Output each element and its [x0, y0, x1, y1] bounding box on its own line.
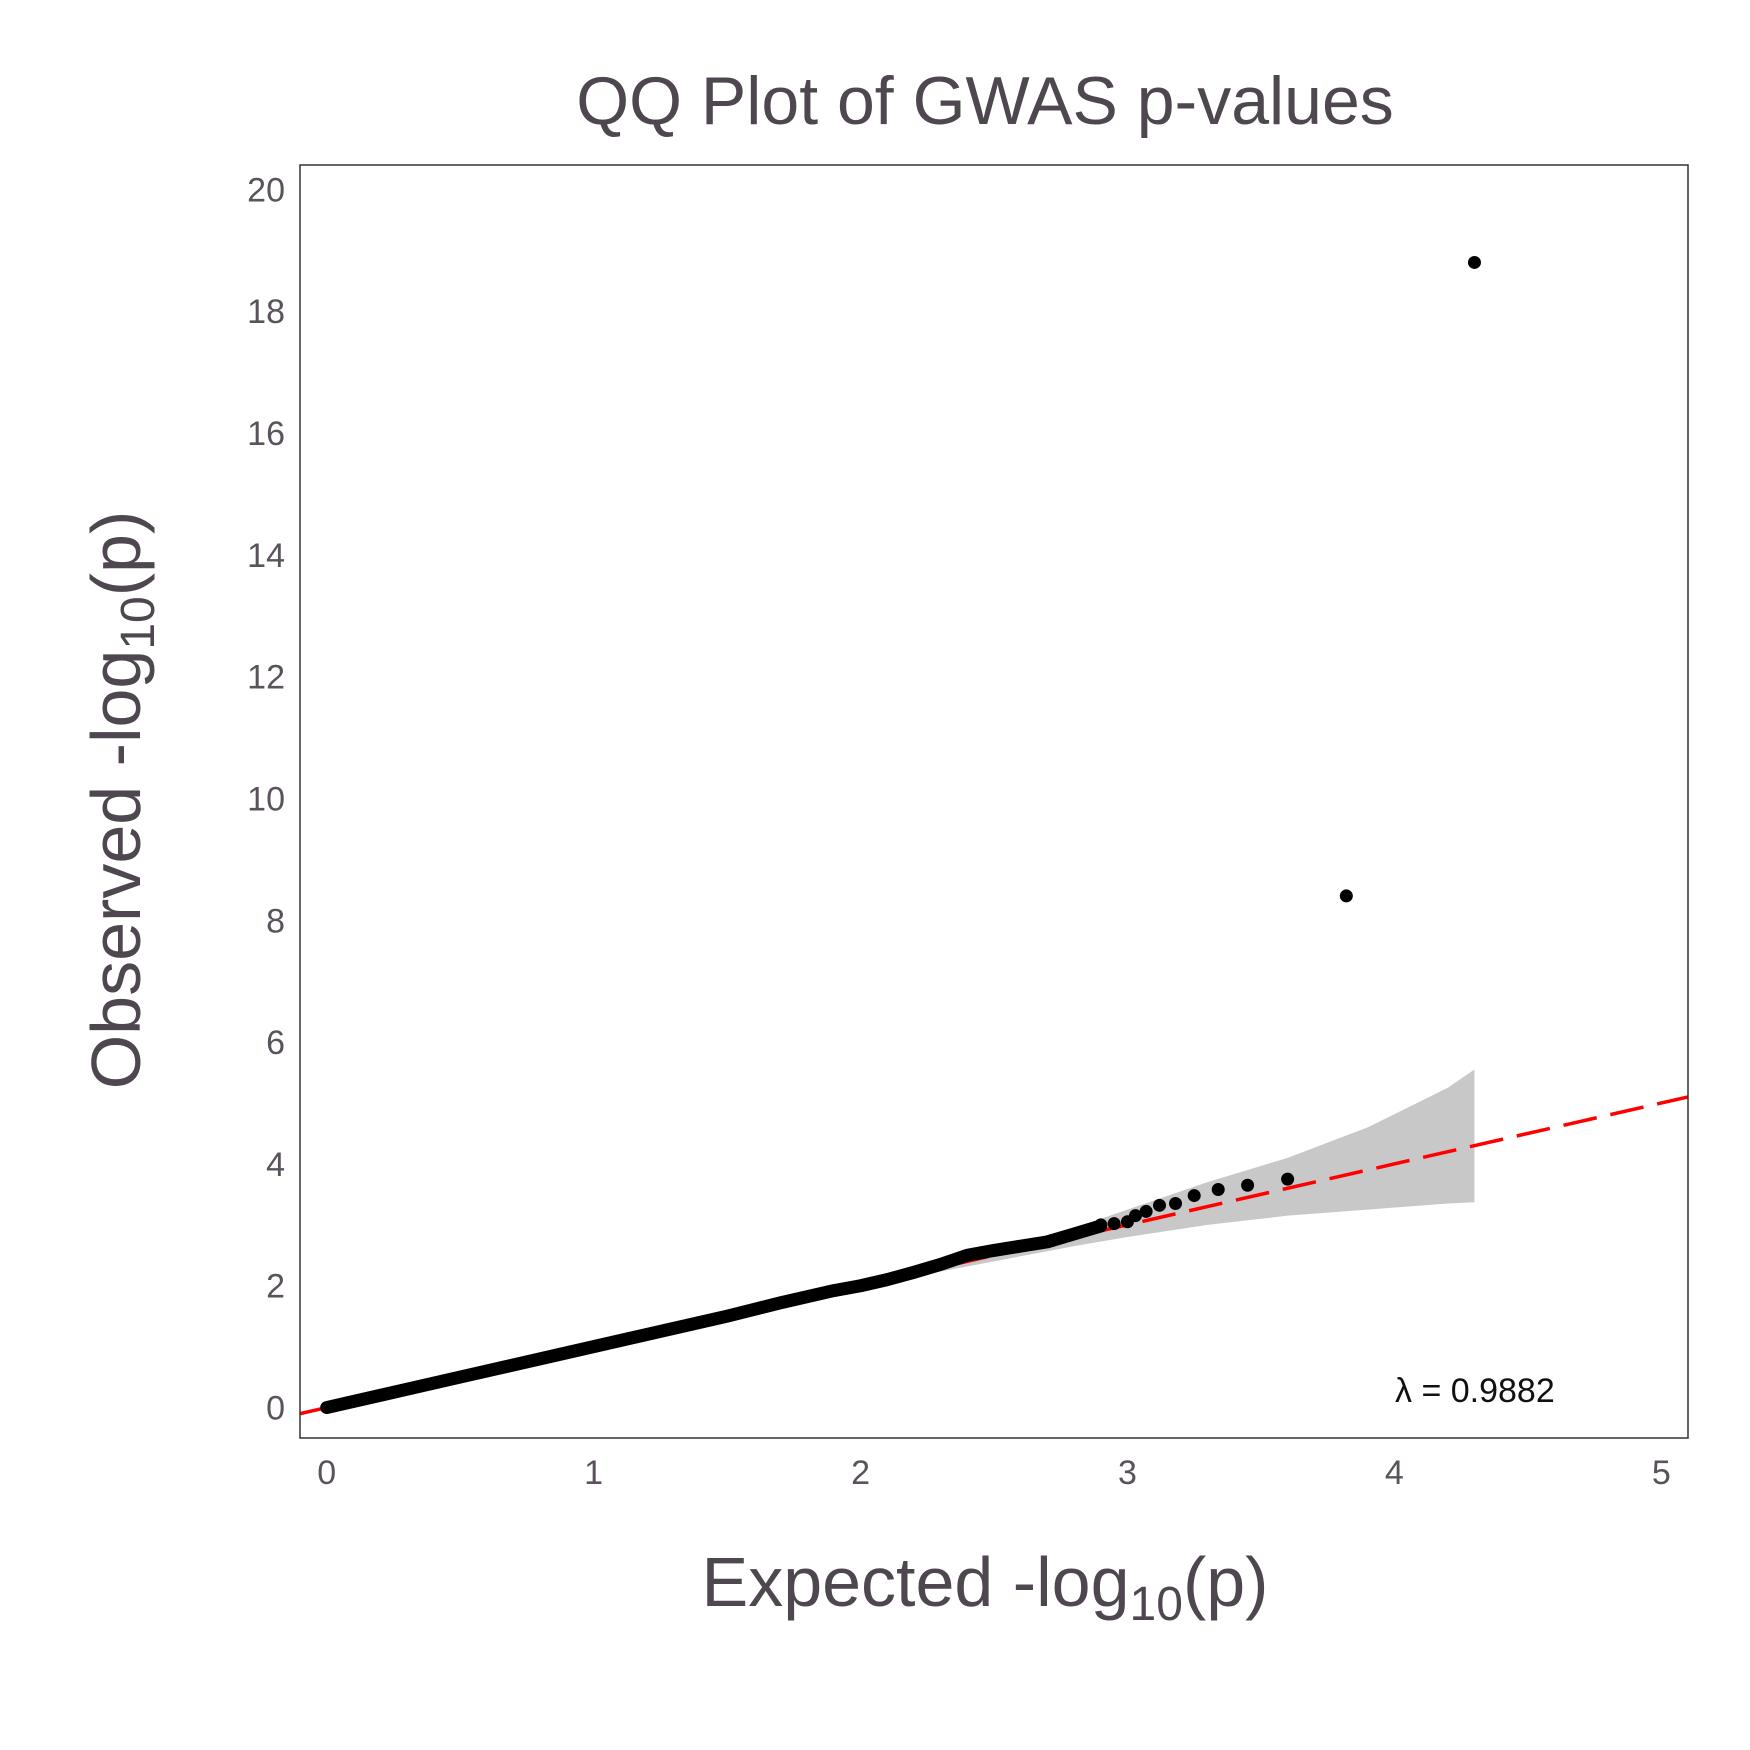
data-point — [1094, 1218, 1108, 1232]
x-axis-title-main: Expected -log — [702, 1543, 1130, 1621]
x-tick-label: 4 — [1385, 1454, 1404, 1492]
y-tick-label: 12 — [247, 659, 285, 697]
data-point — [1128, 1209, 1142, 1223]
data-point — [1241, 1178, 1255, 1192]
x-tick-label: 0 — [317, 1454, 336, 1492]
x-axis-title-suffix: (p) — [1183, 1543, 1269, 1621]
y-tick-label: 8 — [266, 902, 285, 940]
data-point — [1169, 1197, 1183, 1210]
y-tick-label: 18 — [247, 293, 285, 331]
x-tick-label: 3 — [1118, 1454, 1137, 1492]
y-tick-label: 10 — [247, 780, 285, 818]
chart-title: QQ Plot of GWAS p-values — [576, 63, 1394, 139]
y-axis-ticks: 0 2 4 6 8 10 12 14 16 18 20 — [247, 171, 285, 1427]
y-axis-title-main: Observed -log — [77, 650, 155, 1090]
x-tick-label: 1 — [584, 1454, 603, 1492]
data-point — [1339, 889, 1353, 903]
data-point — [1187, 1189, 1201, 1203]
y-tick-label: 16 — [247, 415, 285, 453]
y-axis-title-suffix: (p) — [77, 511, 155, 597]
y-tick-label: 14 — [247, 537, 285, 575]
data-point — [1281, 1172, 1295, 1186]
y-tick-label: 6 — [266, 1024, 285, 1062]
data-point — [1107, 1217, 1121, 1231]
x-tick-label: 2 — [851, 1454, 870, 1492]
x-axis-ticks: 0 1 2 3 4 5 — [317, 1454, 1671, 1492]
data-point — [1211, 1182, 1225, 1196]
plot-area — [300, 255, 1688, 1416]
data-point — [1467, 255, 1481, 269]
dense-points-trace — [320, 1219, 1108, 1415]
y-axis-title-subscript: 10 — [112, 596, 165, 649]
x-axis-title: Expected -log10(p) — [702, 1543, 1269, 1631]
data-point — [1152, 1198, 1166, 1212]
plot-border — [299, 164, 1689, 1439]
data-point — [1139, 1204, 1153, 1218]
y-tick-label: 2 — [266, 1268, 285, 1306]
y-axis-title: Observed -log10(p) — [77, 511, 165, 1090]
y-tick-label: 0 — [266, 1390, 285, 1428]
y-tick-label: 20 — [247, 171, 285, 209]
x-axis-title-subscript: 10 — [1130, 1578, 1183, 1631]
points-layer — [1094, 255, 1481, 1232]
lambda-annotation: λ = 0.9882 — [1395, 1372, 1555, 1410]
y-tick-label: 4 — [266, 1146, 285, 1184]
x-tick-label: 5 — [1652, 1454, 1671, 1492]
